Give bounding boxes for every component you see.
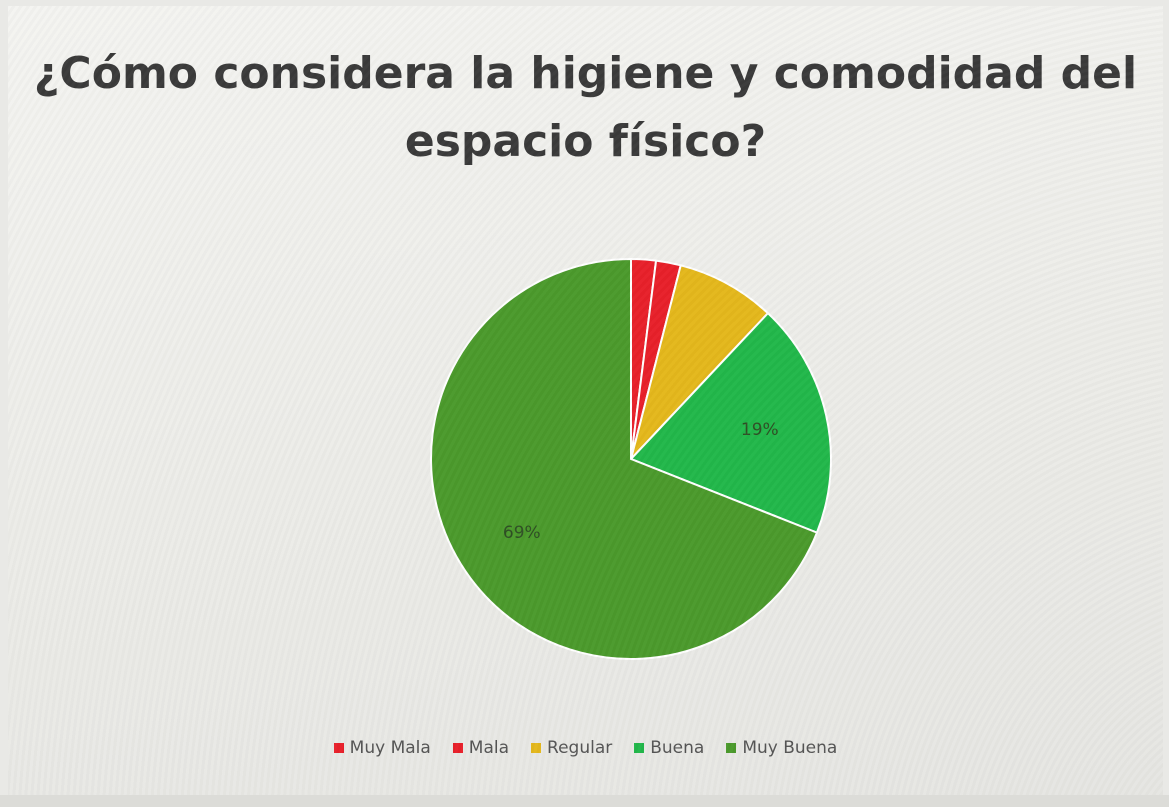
legend-swatch-muy-buena [726,743,737,753]
legend-label-regular: Regular [547,738,613,758]
slide-bottom-edge [0,795,1169,807]
legend-item-regular: Regular [531,738,612,758]
chart-title: ¿Cómo considera la higiene y comodidad d… [8,40,1163,176]
legend-swatch-muy-mala [333,743,344,753]
chart-title-line-2: espacio físico? [404,116,767,167]
pie-slice-regular [630,264,770,460]
data-label-muy-buena: 69% [503,523,541,543]
legend-item-mala: Mala [452,738,510,758]
legend-label-mala: Mala [468,738,510,758]
slide: ¿Cómo considera la higiene y comodidad d… [8,6,1163,801]
legend-swatch-regular [531,743,542,753]
chart-title-line-1: ¿Cómo considera la higiene y comodidad d… [33,48,1138,99]
chart-legend: Muy Mala Mala Regular Buena Muy Buena [8,738,1163,758]
legend-label-buena: Buena [650,738,705,758]
legend-item-muy-buena: Muy Buena [726,738,837,758]
legend-swatch-buena [634,743,645,753]
legend-item-muy-mala: Muy Mala [333,738,431,758]
legend-item-buena: Buena [634,738,704,758]
data-label-buena: 19% [741,420,779,440]
pie-slice-muy-buena [430,257,819,660]
legend-label-muy-buena: Muy Buena [742,738,838,758]
pie-chart: 19% 69% [430,257,832,660]
legend-swatch-mala [452,743,463,753]
legend-label-muy-mala: Muy Mala [349,738,431,758]
